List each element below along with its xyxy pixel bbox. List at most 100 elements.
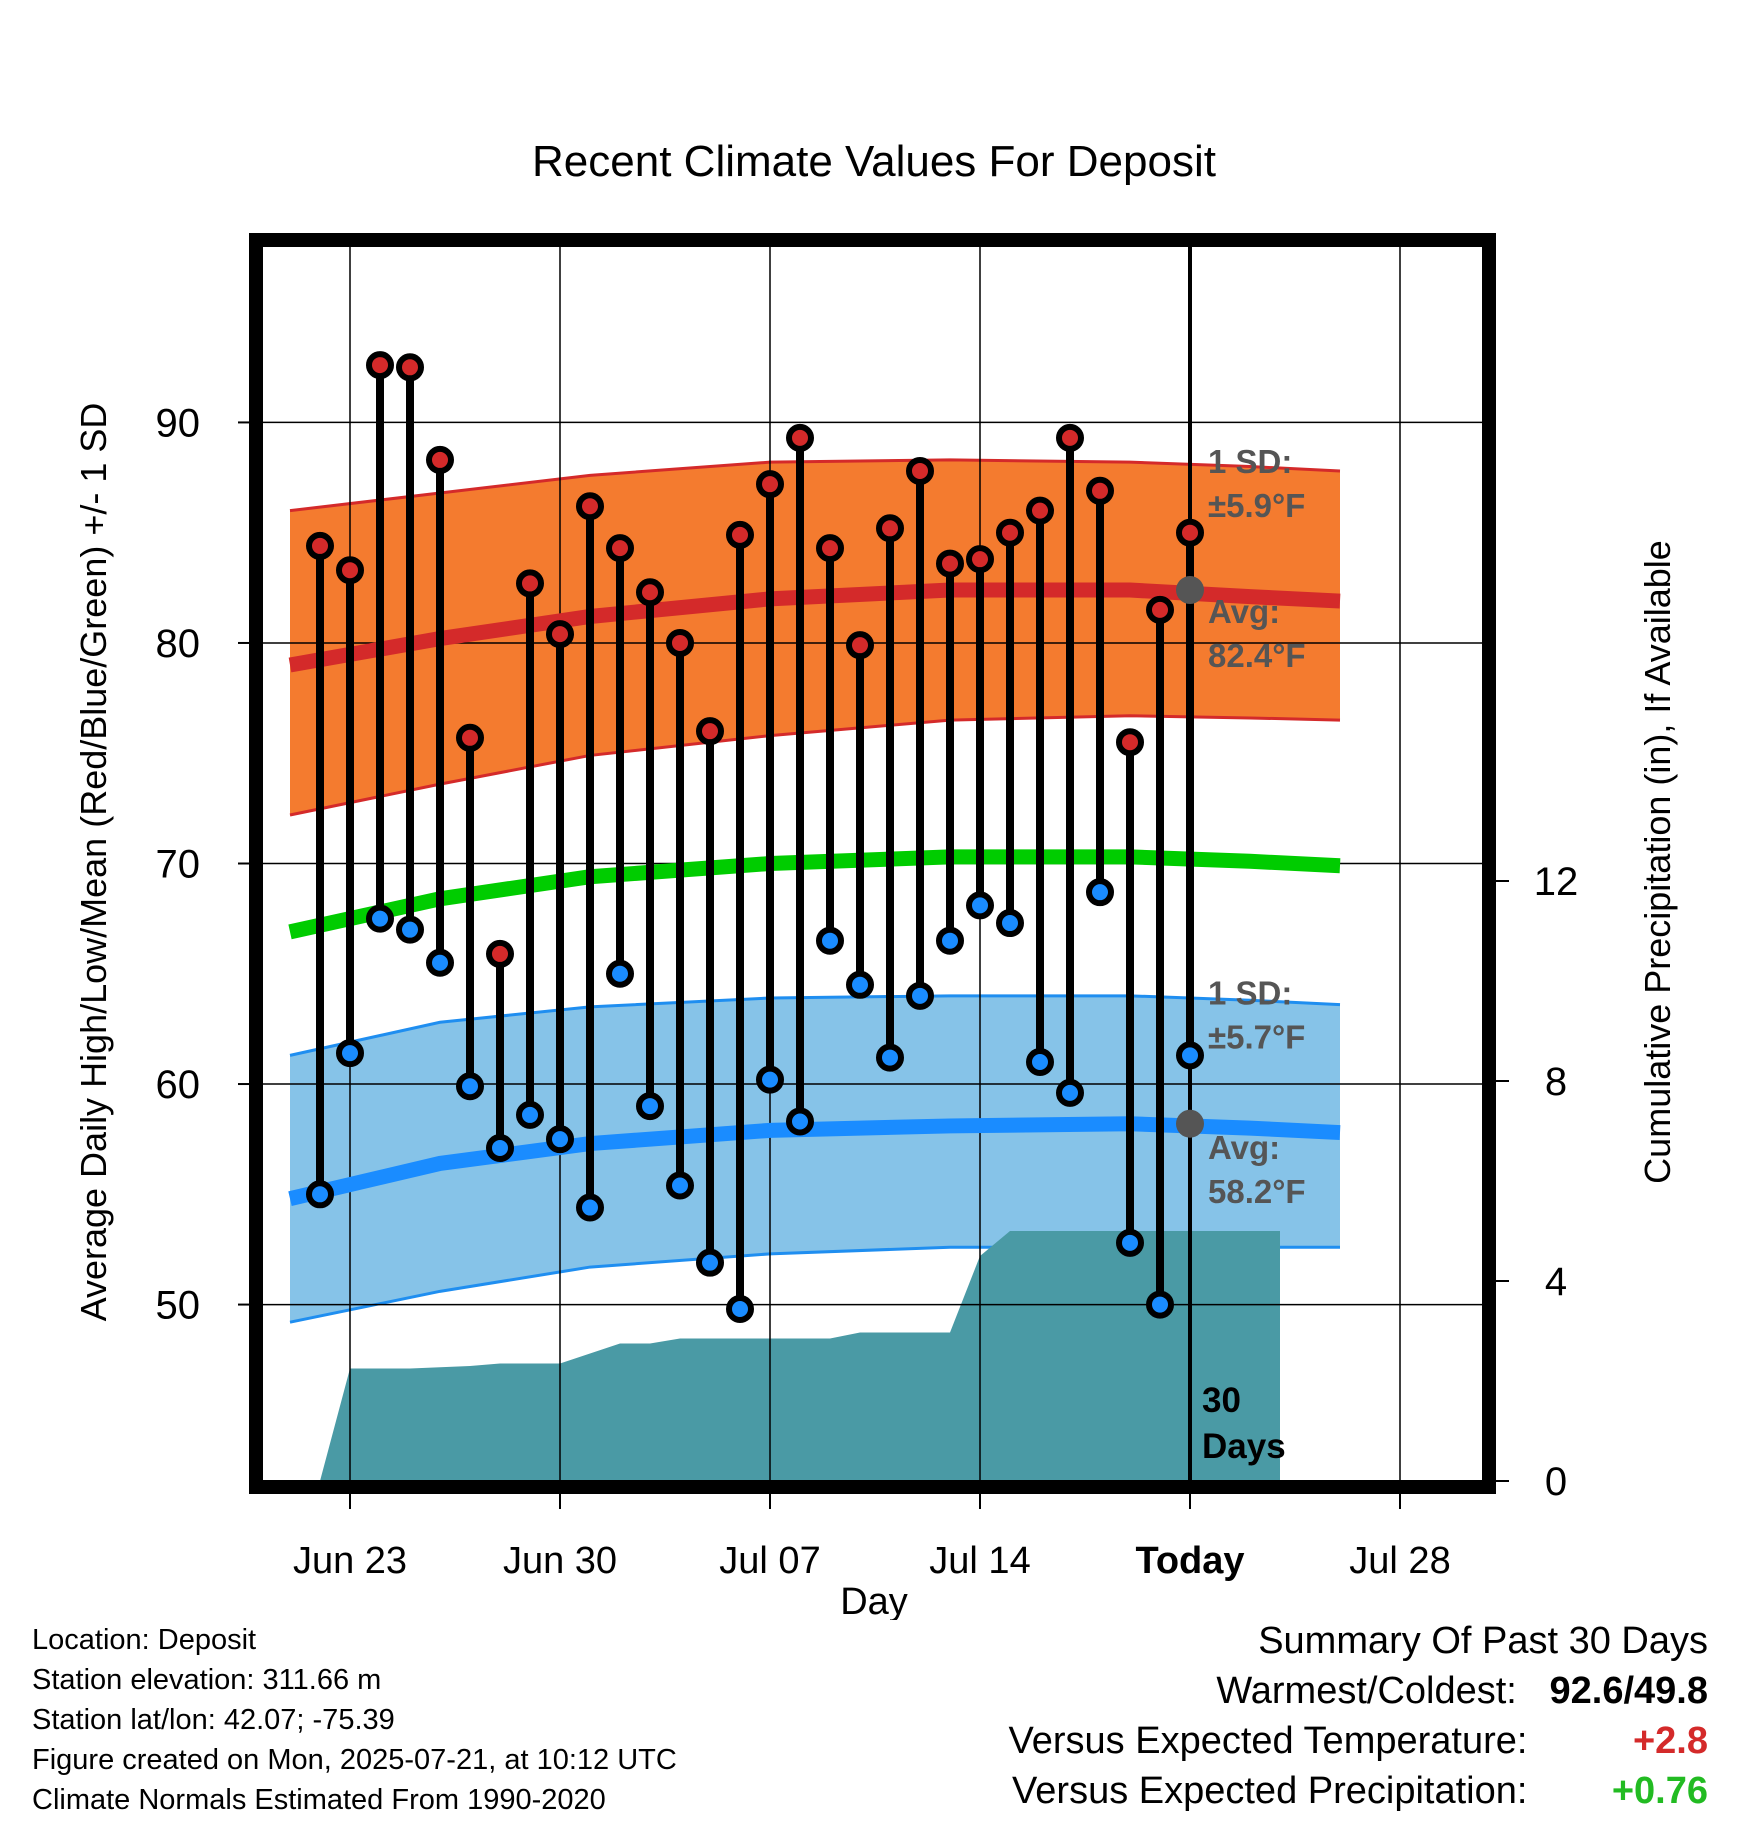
daily-low-point [726,1294,754,1323]
y-tick-label: 50 [156,1284,201,1328]
station-info: Location: Deposit Station elevation: 311… [32,1620,677,1820]
daily-low-point [906,981,934,1010]
low-sd-annotation: 1 SD: [1208,975,1292,1012]
daily-low-point [336,1039,364,1068]
daily-high-point [876,514,904,543]
daily-high-point [696,717,724,746]
low-avg-annotation: 58.2°F [1208,1173,1306,1210]
daily-low-point [876,1043,904,1072]
daily-low-point [366,904,394,933]
daily-low-point [606,959,634,988]
precip-anomaly-value: +0.76 [1611,1770,1708,1812]
temp-anomaly-value: +2.8 [1632,1720,1708,1762]
daily-low-point [786,1107,814,1136]
high-avg-annotation: 82.4°F [1208,637,1306,674]
daily-low-point [486,1133,514,1162]
normal-high-line [288,582,1341,673]
avg-low-marker [1176,1109,1204,1138]
daily-low-point [936,926,964,955]
daily-low-point [1176,1041,1204,1070]
normal-low-line [288,1116,1341,1207]
daily-low-point [1056,1078,1084,1107]
x-tick-label: Today [1135,1540,1244,1582]
climate-chart: Recent Climate Values For Deposit 1 SD: ±… [73,137,1678,1620]
location-text: Location: Deposit [32,1624,257,1656]
y2-axis-label: Cumulative Precipitation (in), If Availa… [1637,540,1678,1184]
latlon-text: Station lat/lon: 42.07; -75.39 [32,1704,395,1736]
daily-low-point [1116,1228,1144,1257]
y-tick-label: 70 [156,843,201,887]
y-tick-label: 80 [156,622,201,666]
precip-anomaly-label: Versus Expected Precipitation: [1012,1770,1528,1812]
daily-high-point [966,545,994,574]
elevation-text: Station elevation: 311.66 m [32,1664,382,1696]
days-window-label: 30 [1202,1381,1241,1420]
daily-low-point [456,1072,484,1101]
normals-text: Climate Normals Estimated From 1990-2020 [32,1784,606,1816]
summary-precipitation: Versus Expected Precipitation: +0.76 [1009,1766,1708,1816]
daily-high-point [486,939,514,968]
daily-high-point [546,620,574,649]
high-sd-upper-line [289,458,1341,513]
daily-high-point [366,351,394,380]
daily-low-point [636,1092,664,1121]
daily-low-point [546,1125,574,1154]
daily-low-point [516,1100,544,1129]
daily-low-point [576,1193,604,1222]
x-tick-label: Jun 30 [503,1540,617,1582]
daily-high-point [846,631,874,660]
daily-high-point [1116,728,1144,757]
daily-low-point [1026,1047,1054,1076]
daily-high-point [636,578,664,607]
summary-temperature: Versus Expected Temperature: +2.8 [1009,1716,1708,1766]
low-sd-annotation: ±5.7°F [1208,1019,1305,1056]
summary-panel: Summary Of Past 30 Days Warmest/Coldest:… [1009,1616,1708,1816]
daily-high-point [756,470,784,499]
y2-tick-label: 0 [1545,1460,1567,1504]
days-window-label: Days [1202,1427,1286,1466]
warmest-value: 92.6 [1549,1670,1624,1712]
y-axis-label: Average Daily High/Low/Mean (Red/Blue/Gr… [73,403,114,1322]
daily-high-point [306,531,334,560]
y-tick-label: 60 [156,1063,201,1107]
daily-low-point [696,1248,724,1277]
daily-high-point [1056,423,1084,452]
daily-high-point [1086,476,1114,505]
high-avg-annotation: Avg: [1208,593,1280,630]
high-sd-annotation: 1 SD: [1208,443,1292,480]
daily-high-point [1146,595,1174,624]
warmest-coldest-label: Warmest/Coldest: [1216,1670,1517,1712]
daily-low-point [1086,878,1114,907]
daily-high-point [786,423,814,452]
x-tick-label: Jun 23 [293,1540,407,1582]
daily-low-point [306,1180,334,1209]
daily-high-point [576,492,604,521]
high-sd-band [290,459,1340,815]
daily-high-point [666,628,694,657]
y2-tick-label: 8 [1545,1060,1567,1104]
chart-title: Recent Climate Values For Deposit [532,137,1216,186]
wc-separator: / [1623,1670,1635,1712]
daily-low-point [1146,1290,1174,1319]
x-tick-label: Jul 28 [1349,1540,1450,1582]
coldest-value: 49.8 [1634,1670,1708,1712]
daily-low-point [816,926,844,955]
y-tick-label: 90 [156,401,201,445]
daily-low-point [666,1171,694,1200]
y2-tick-label: 4 [1545,1260,1567,1304]
daily-high-point [816,534,844,563]
summary-heading: Summary Of Past 30 Days [1258,1620,1708,1662]
y2-tick-label: 12 [1534,860,1579,904]
plot-frame [249,233,1496,1494]
daily-high-point [516,569,544,598]
avg-high-marker [1176,576,1204,605]
daily-high-point [1026,496,1054,525]
daily-high-point [936,549,964,578]
plot-area [262,246,1483,1481]
daily-low-point [966,891,994,920]
daily-high-point [996,518,1024,547]
daily-high-point [396,353,424,382]
high-sd-annotation: ±5.9°F [1208,487,1305,524]
x-tick-label: Jul 14 [929,1540,1030,1582]
daily-low-point [756,1065,784,1094]
